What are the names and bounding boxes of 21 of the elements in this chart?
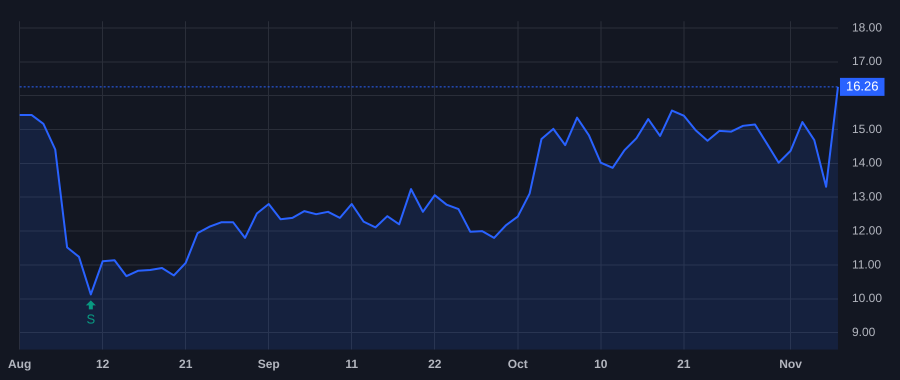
y-tick-label: 14.00: [852, 156, 882, 170]
x-tick-label: Sep: [258, 357, 280, 372]
y-tick-label: 15.00: [852, 122, 882, 136]
y-tick-label: 11.00: [852, 257, 882, 272]
x-tick-label: 11: [345, 357, 358, 372]
x-tick-label: 22: [428, 357, 442, 372]
y-tick-label: 13.00: [852, 190, 882, 204]
x-tick-label: 21: [677, 357, 691, 372]
y-tick-label: 12.00: [852, 223, 882, 238]
y-tick-label: 18.00: [852, 20, 882, 34]
ref-line-label: 16.26: [846, 78, 879, 94]
x-tick-label: 12: [96, 357, 110, 372]
y-tick-label: 17.00: [852, 54, 882, 68]
x-tick-label: 10: [594, 357, 608, 372]
y-tick-label: 10.00: [852, 291, 882, 306]
x-tick-label: Nov: [779, 357, 802, 372]
annotation: S: [86, 311, 96, 326]
x-tick-label: 21: [179, 357, 193, 372]
y-tick-label: 9.00: [852, 324, 876, 339]
x-tick-label: Oct: [508, 357, 528, 372]
x-tick-label: Aug: [8, 357, 32, 372]
